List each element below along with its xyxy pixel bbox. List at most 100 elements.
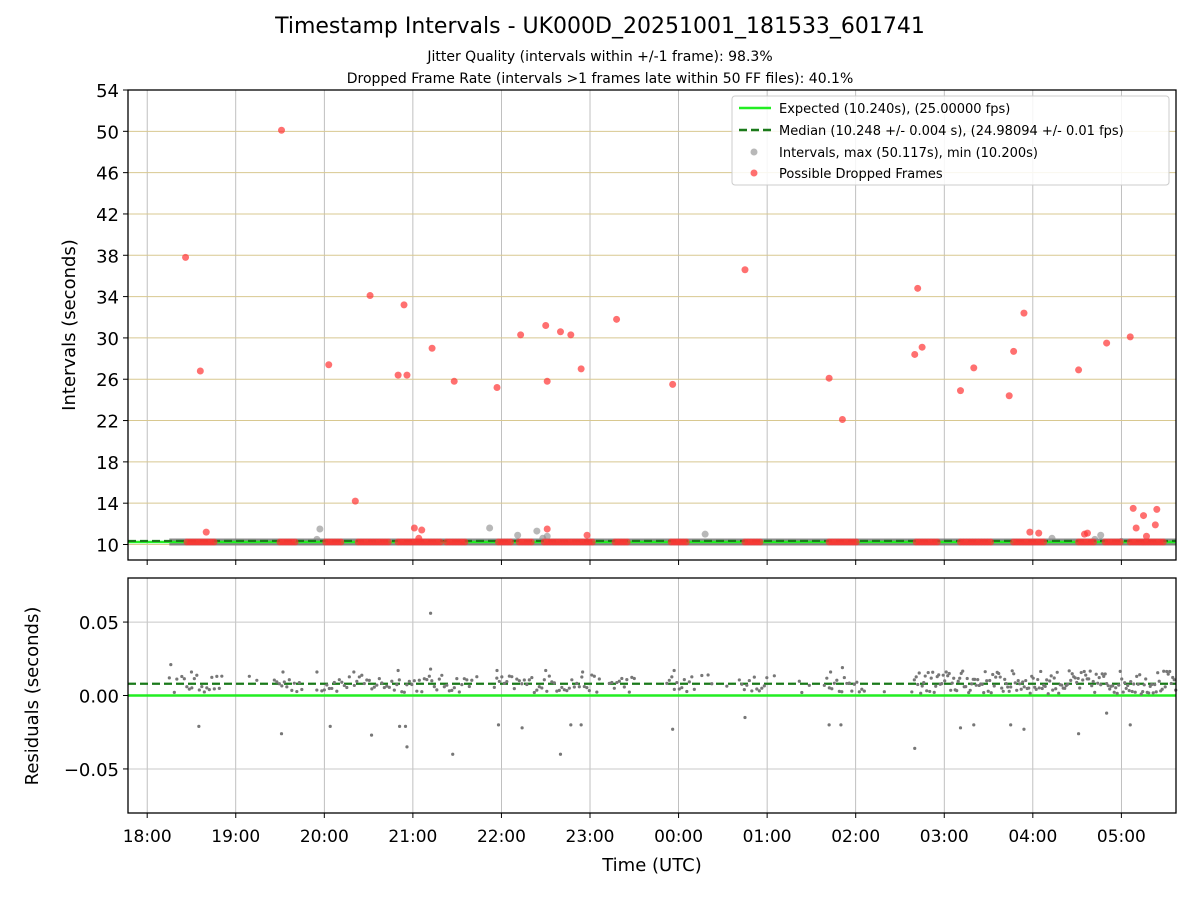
dropped-frame-point — [450, 377, 458, 385]
residual-point — [1128, 723, 1132, 727]
residual-point — [400, 690, 404, 694]
residual-point — [587, 689, 591, 693]
residual-point — [845, 681, 849, 686]
residual-point — [1141, 690, 1145, 694]
residual-point — [1009, 723, 1013, 727]
dropped-frame-point — [517, 331, 525, 339]
residual-point — [440, 673, 444, 677]
residual-point — [752, 675, 756, 679]
residual-point — [462, 677, 466, 681]
residual-point — [430, 679, 434, 683]
residual-point — [540, 686, 544, 690]
dropped-frame-point — [1020, 309, 1028, 317]
residual-point — [830, 687, 834, 691]
residual-point — [572, 685, 576, 689]
residual-point — [175, 677, 179, 681]
residual-point — [275, 680, 279, 684]
residual-point — [1171, 675, 1175, 680]
residual-point — [450, 688, 454, 692]
legend-median-label: Median (10.248 +/- 0.004 s), (24.98094 +… — [779, 124, 1124, 139]
residual-point — [958, 726, 963, 730]
residual-point — [567, 686, 571, 690]
residual-point — [947, 671, 951, 676]
residual-point — [582, 684, 586, 689]
residual-point — [1073, 676, 1077, 680]
residual-point — [675, 680, 679, 685]
dropped-frame-point — [588, 538, 596, 546]
residual-point — [280, 684, 284, 688]
residual-point — [190, 686, 194, 690]
dropped-frame-point — [1153, 505, 1161, 513]
residual-point — [1076, 676, 1080, 681]
x-tick-label: 04:00 — [1008, 827, 1057, 847]
residual-point — [1088, 669, 1092, 673]
dropped-frame-point — [756, 538, 764, 546]
residual-point — [187, 687, 191, 691]
residual-point — [502, 681, 506, 685]
residual-point — [167, 676, 171, 680]
bottom-y-tick-label: 0.00 — [79, 687, 119, 708]
residual-point — [207, 688, 211, 692]
dropped-frame-point — [436, 538, 444, 546]
residual-point — [410, 682, 414, 687]
residual-point — [1096, 681, 1100, 685]
residual-point — [369, 733, 374, 737]
chart-subtitle-dropped: Dropped Frame Rate (intervals >1 frames … — [346, 71, 854, 87]
residual-point — [277, 682, 281, 686]
residual-point — [544, 668, 548, 673]
residual-point — [617, 679, 621, 683]
residual-point — [742, 687, 746, 692]
residual-point — [1103, 672, 1107, 676]
residual-point — [1076, 732, 1081, 736]
residual-point — [706, 673, 710, 677]
residual-point — [412, 679, 416, 683]
residual-point — [929, 676, 933, 680]
residual-point — [295, 689, 299, 694]
residual-point — [1007, 689, 1011, 693]
residual-point — [535, 688, 539, 692]
residual-point — [910, 690, 914, 694]
top-y-tick-label: 50 — [96, 122, 119, 143]
residual-point — [840, 690, 844, 694]
dropped-frame-point — [1116, 538, 1124, 546]
residual-point — [670, 675, 674, 679]
residual-point — [1123, 681, 1127, 685]
residual-point — [392, 688, 396, 692]
residual-point — [195, 673, 199, 677]
residual-point — [182, 677, 186, 681]
dropped-frame-point — [918, 343, 926, 351]
residual-point — [837, 689, 841, 694]
residual-point — [1024, 678, 1028, 683]
dropped-frame-point — [543, 377, 551, 385]
residual-point — [852, 682, 856, 686]
residual-point — [403, 724, 408, 728]
residual-point — [325, 683, 329, 687]
residual-point — [345, 685, 349, 690]
residual-point — [422, 677, 426, 681]
residual-point — [1079, 670, 1083, 675]
residual-point — [1045, 678, 1049, 682]
dropped-frame-point — [1040, 538, 1048, 546]
residual-point — [986, 689, 990, 693]
residual-point — [1067, 669, 1071, 673]
dropped-frame-point — [613, 315, 621, 323]
dropped-frame-point — [291, 538, 299, 546]
residual-point — [946, 674, 950, 678]
residual-point — [192, 676, 196, 681]
dropped-frame-point — [394, 371, 402, 379]
residual-point — [857, 690, 861, 694]
residual-point — [542, 678, 546, 682]
residual-point — [1172, 678, 1176, 682]
residual-point — [292, 681, 296, 685]
residual-point — [1084, 673, 1088, 677]
top-y-tick-label: 22 — [96, 412, 119, 433]
residual-point — [205, 686, 209, 690]
dropped-frame-point — [182, 253, 190, 261]
dropped-frame-point — [1005, 392, 1013, 400]
residual-point — [397, 724, 402, 728]
dropped-frame-point — [415, 534, 423, 542]
residual-point — [497, 679, 501, 684]
dropped-frame-point — [542, 322, 550, 330]
dropped-frame-point — [196, 367, 204, 375]
residual-point — [931, 670, 935, 674]
